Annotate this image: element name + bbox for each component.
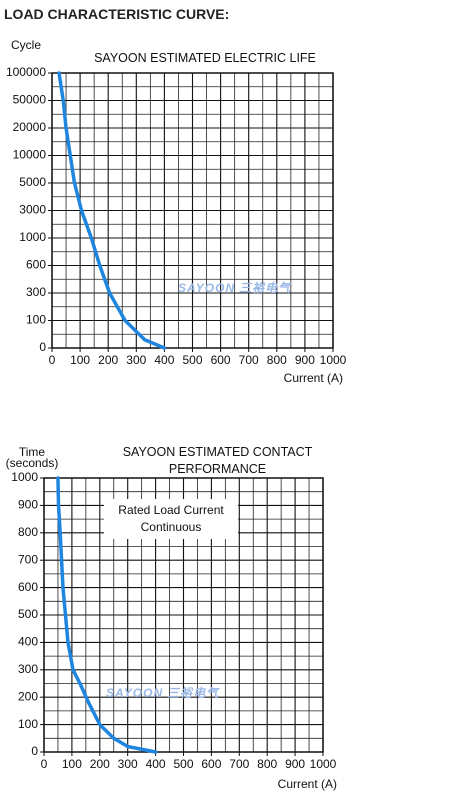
y-tick-label: 10000 bbox=[13, 148, 47, 162]
watermark: SAYOON 三裕电气 bbox=[106, 684, 223, 701]
y-tick-label: 400 bbox=[18, 635, 38, 649]
x-tick-label: 300 bbox=[126, 353, 146, 367]
y-tick-label: 100 bbox=[18, 717, 38, 731]
y-tick-label: 900 bbox=[18, 498, 38, 512]
watermark-text: SAYOON bbox=[178, 281, 236, 295]
y-axis-label: Cycle bbox=[10, 38, 41, 52]
plot-border bbox=[51, 72, 334, 349]
y-tick-label: 3000 bbox=[19, 203, 46, 217]
watermark-text: SAYOON bbox=[106, 686, 164, 700]
x-tick-label: 900 bbox=[295, 353, 315, 367]
y-axis-label: Time (seconds) bbox=[5, 445, 59, 470]
y-tick-label: 50000 bbox=[13, 93, 47, 107]
x-tick-label: 800 bbox=[267, 353, 287, 367]
x-tick-label: 900 bbox=[285, 757, 305, 771]
x-tick-label: 1000 bbox=[310, 757, 337, 771]
series-line bbox=[57, 71, 167, 350]
x-tick-label: 1000 bbox=[320, 353, 347, 367]
x-tick-label: 300 bbox=[118, 757, 138, 771]
x-tick-label: 700 bbox=[229, 757, 249, 771]
annotation: Rated Load Current Continuous bbox=[104, 499, 238, 539]
x-tick-label: 200 bbox=[90, 757, 110, 771]
y-tick-label: 0 bbox=[39, 340, 46, 354]
x-tick-label: 500 bbox=[182, 353, 202, 367]
x-tick-label: 400 bbox=[154, 353, 174, 367]
y-tick-label: 600 bbox=[18, 580, 38, 594]
x-tick-label: 700 bbox=[239, 353, 259, 367]
x-tick-label: 600 bbox=[201, 757, 221, 771]
watermark-text: 三裕电气 bbox=[167, 686, 220, 700]
x-tick-label: 400 bbox=[146, 757, 166, 771]
x-tick-label: 800 bbox=[257, 757, 277, 771]
y-tick-label: 1000 bbox=[11, 470, 38, 484]
watermark-text: 三裕电气 bbox=[239, 281, 292, 295]
y-tick-label: 0 bbox=[31, 744, 38, 758]
y-tick-label: 100 bbox=[26, 313, 46, 327]
y-tick-label: 20000 bbox=[13, 120, 47, 134]
plot-border bbox=[43, 477, 324, 753]
chart-title: SAYOON ESTIMATED ELECTRIC LIFE bbox=[94, 51, 316, 65]
y-tick-label: 5000 bbox=[19, 175, 46, 189]
x-tick-label: 0 bbox=[49, 353, 56, 367]
y-tick-label: 300 bbox=[18, 662, 38, 676]
y-tick-label: 600 bbox=[26, 258, 46, 272]
series-line bbox=[56, 476, 158, 754]
y-tick-label: 800 bbox=[18, 525, 38, 539]
x-tick-label: 0 bbox=[41, 757, 48, 771]
page-heading: LOAD CHARACTERISTIC CURVE: bbox=[4, 6, 230, 22]
y-tick-label: 300 bbox=[26, 285, 46, 299]
watermark: SAYOON 三裕电气 bbox=[178, 279, 295, 296]
x-tick-label: 100 bbox=[62, 757, 82, 771]
x-tick-label: 500 bbox=[173, 757, 193, 771]
x-tick-label: 100 bbox=[70, 353, 90, 367]
x-axis-label: Current (A) bbox=[284, 371, 343, 385]
x-axis-label: Current (A) bbox=[278, 777, 337, 791]
y-tick-label: 700 bbox=[18, 552, 38, 566]
chart-title: SAYOON ESTIMATED CONTACT PERFORMANCE bbox=[122, 445, 313, 476]
y-tick-label: 1000 bbox=[19, 230, 46, 244]
y-tick-label: 200 bbox=[18, 689, 38, 703]
x-tick-label: 600 bbox=[211, 353, 231, 367]
x-tick-label: 200 bbox=[98, 353, 118, 367]
y-tick-label: 500 bbox=[18, 607, 38, 621]
y-tick-label: 100000 bbox=[6, 65, 46, 79]
